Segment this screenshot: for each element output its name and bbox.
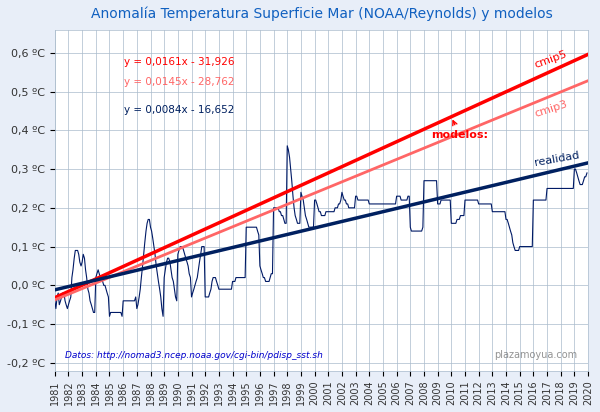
Text: plazamoyua.com: plazamoyua.com	[494, 350, 577, 360]
Text: realidad: realidad	[533, 150, 580, 168]
Text: y = 0,0084x - 16,652: y = 0,0084x - 16,652	[124, 105, 235, 115]
Text: cmip5: cmip5	[533, 49, 569, 70]
Text: modelos:: modelos:	[431, 121, 488, 140]
Text: Datos: http://nomad3.ncep.noaa.gov/cgi-bin/pdisp_sst.sh: Datos: http://nomad3.ncep.noaa.gov/cgi-b…	[65, 351, 323, 360]
Text: y = 0,0161x - 31,926: y = 0,0161x - 31,926	[124, 57, 235, 67]
Title: Anomalía Temperatura Superficie Mar (NOAA/Reynolds) y modelos: Anomalía Temperatura Superficie Mar (NOA…	[91, 7, 552, 21]
Text: cmip3: cmip3	[533, 99, 569, 119]
Text: y = 0,0145x - 28,762: y = 0,0145x - 28,762	[124, 77, 235, 87]
